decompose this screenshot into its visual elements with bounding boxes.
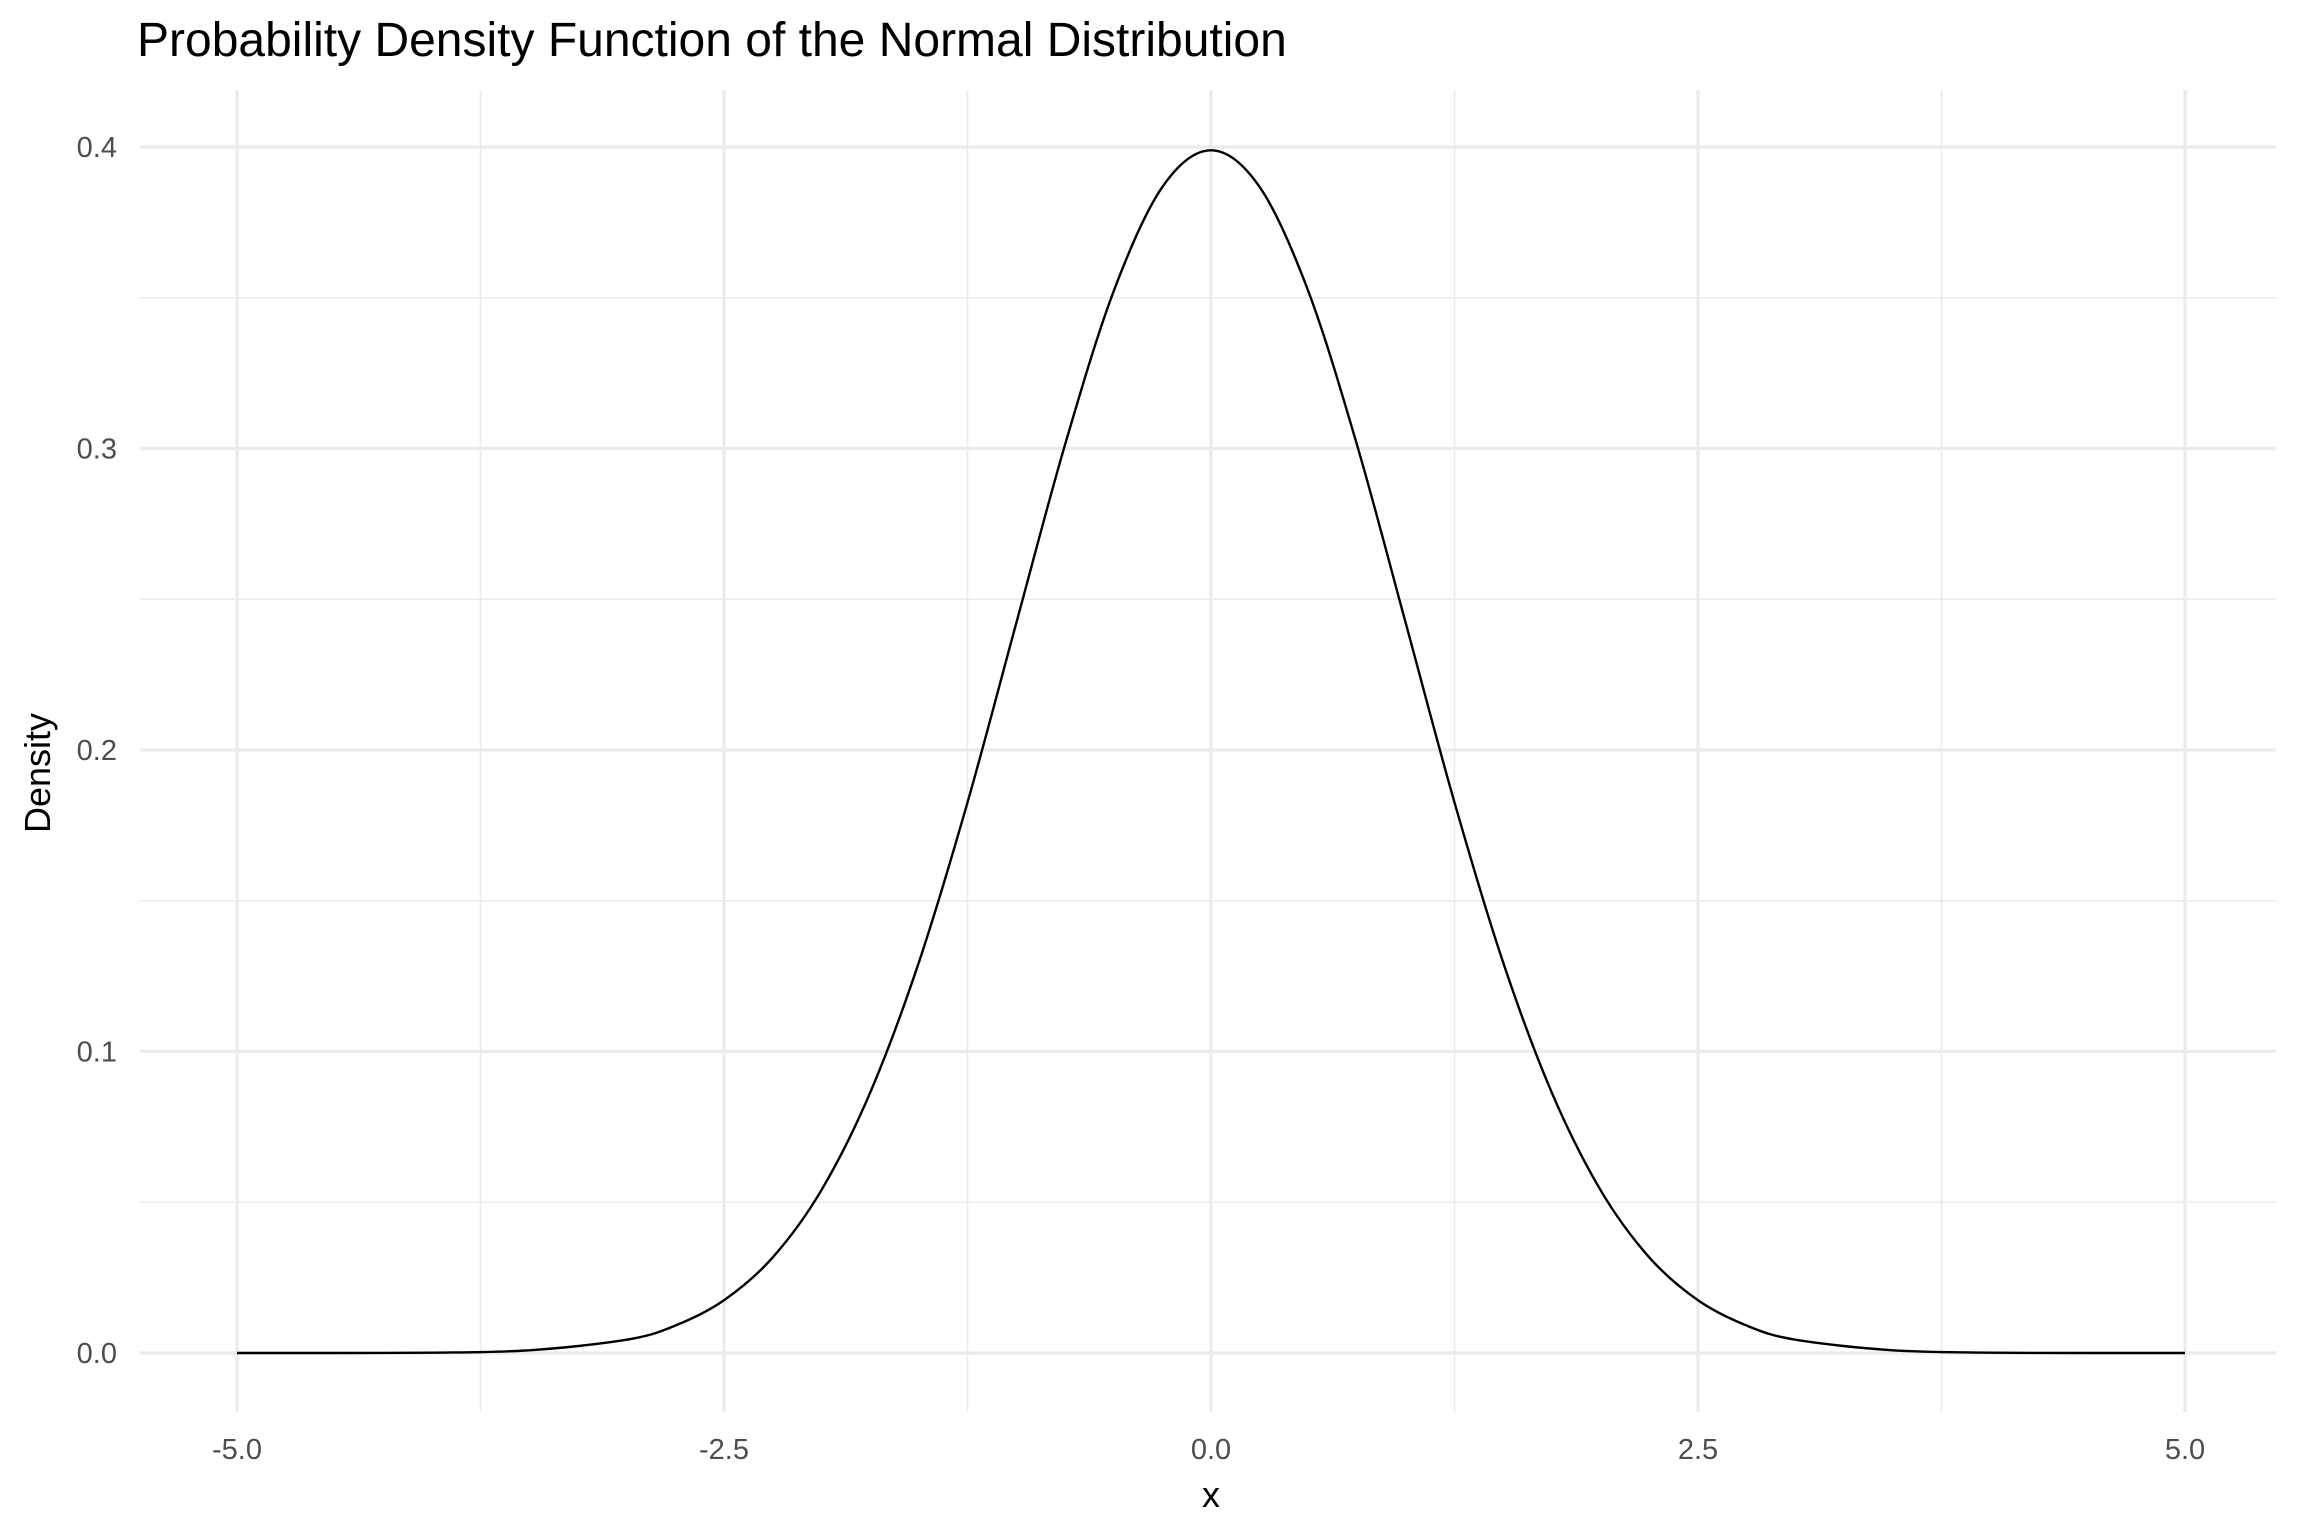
x-tick-label: 2.5 [1678,1434,1718,1466]
x-tick-label: -2.5 [699,1434,749,1466]
y-tick-label: 0.2 [77,735,117,767]
y-tick-label: 0.3 [77,434,117,466]
x-tick-label: 0.0 [1191,1434,1231,1466]
y-tick-label: 0.4 [77,132,117,164]
density-curve [236,149,2186,1355]
y-axis-label: Density [17,713,58,833]
chart-title: Probability Density Function of the Norm… [137,14,1287,67]
y-tick-label: 0.1 [77,1037,117,1069]
x-tick-label: -5.0 [212,1434,262,1466]
major-gridlines [140,90,2276,1412]
x-tick-label: 5.0 [2165,1434,2205,1466]
y-tick-labels: 0.0 0.1 0.2 0.3 0.4 [77,132,117,1370]
minor-gridlines [140,90,2276,1412]
y-tick-label: 0.0 [77,1338,117,1370]
x-tick-labels: -5.0 -2.5 0.0 2.5 5.0 [212,1434,2205,1466]
x-axis-label: x [1202,1474,1220,1515]
